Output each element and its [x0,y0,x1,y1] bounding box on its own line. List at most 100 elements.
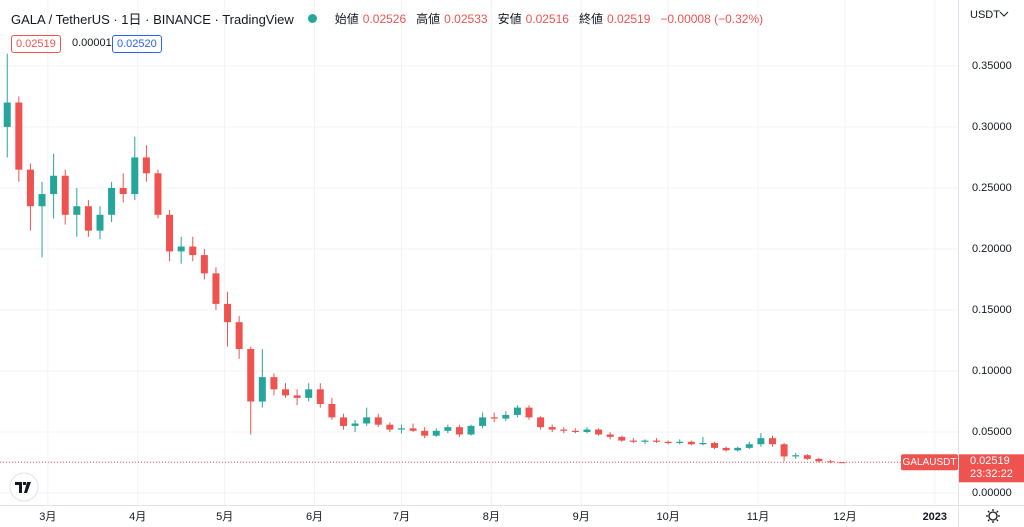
candle-body [177,246,185,252]
legend-label: 安値 [497,12,522,26]
candle-body [490,417,498,419]
change: −0.00008 (−0.32%) [660,11,764,26]
candle-body [84,206,92,231]
candle-body [711,443,719,448]
candle-body [96,214,104,231]
candle-body [745,444,753,448]
legend-label: 終値 [578,12,603,26]
candle-body [815,458,823,462]
candle-body [571,430,579,433]
candle-body [687,441,695,445]
currency[interactable]: USDT [970,9,1000,21]
candle-body [235,322,243,350]
candle-body [699,443,707,445]
candle-body [734,447,742,451]
tv-logo[interactable] [9,472,39,502]
candle-body [525,407,533,418]
candle-body [166,214,174,252]
candle-body [3,102,11,127]
candle-body [316,389,324,404]
candle-body [513,407,521,415]
x-tick-label: 3月 [39,511,56,523]
candle-body [154,173,162,215]
x-tick-label: 2023 [923,511,947,523]
candle-body [595,429,603,435]
sell-box[interactable]: 0.02519 [11,35,61,53]
x-tick-label: 5月 [216,511,233,523]
candle-body [502,414,510,419]
candle-body [270,377,278,390]
candle-body [432,430,440,436]
x-tick-label: 6月 [306,511,323,523]
candle-body [212,273,220,304]
x-tick-label: 12月 [833,511,856,523]
candle-body [803,455,811,459]
candle-body [421,430,429,436]
x-tick-label: 10月 [657,511,680,523]
candle-body [293,395,301,398]
y-tick-label: 0.10000 [972,365,1012,377]
buy-box[interactable]: 0.02520 [112,35,162,53]
candle-body [282,389,290,396]
y-tick-label: 0.15000 [972,304,1012,316]
candle-body [363,417,371,424]
candle-body [583,429,591,433]
candle-body [618,436,626,441]
candle-body [142,157,150,174]
candle-body [328,403,336,418]
candle-body [826,461,834,463]
status-dot [307,14,317,23]
x-tick-label: 7月 [393,511,410,523]
x-tick-label: 8月 [483,511,500,523]
candle-body [397,428,405,430]
candle-body [374,417,382,425]
candle-body [444,427,452,431]
y-tick-label: 0.30000 [972,121,1012,133]
legend-label: 高値 [416,12,441,26]
candle-body [26,169,34,207]
currency-caret [999,11,1009,17]
header: GALA / TetherUS · 1日 · BINANCE · Trading… [11,9,763,28]
spread: 0.00001 [72,37,112,49]
y-tick-label: 0.00000 [972,487,1012,499]
legend-label: 始値 [334,12,359,26]
candle-body [606,434,614,437]
candle-body [467,425,475,435]
candle-body [409,428,417,431]
settings-icon[interactable] [986,509,1000,523]
legend-value: 0.02533 [444,11,488,26]
candle-body [548,427,556,430]
candle-body [38,194,46,207]
candle-body [189,246,197,256]
candle-body [305,389,313,398]
candle-body [15,102,23,170]
candle-body [200,255,208,274]
candle-body [676,441,684,444]
candle-body [722,447,730,451]
symbol-tag [901,454,958,471]
candle-body [455,427,463,435]
legend-value: 0.02526 [362,11,407,26]
symbol-title[interactable]: GALA / TetherUS · 1日 · BINANCE · Trading… [11,12,294,27]
candle-body [641,440,649,442]
candle-body [537,417,545,428]
symbol-tag-label: GALAUSDT [903,457,957,468]
candle-body [61,175,69,215]
candle-body [560,429,568,431]
candle-body [386,424,394,430]
countdown: 23:32:22 [970,468,1013,480]
candle-body [653,440,661,442]
candle-body [119,187,127,195]
candle-body [757,438,765,445]
price-tag [959,454,1024,483]
y-tick-label: 0.05000 [972,426,1012,438]
candle-body [50,175,58,195]
candle-body [258,377,266,402]
candle-body [780,444,788,457]
x-tick-label: 11月 [747,511,769,523]
candle-body [792,455,800,457]
candle-body [339,417,347,426]
y-tick-label: 0.35000 [972,60,1012,72]
